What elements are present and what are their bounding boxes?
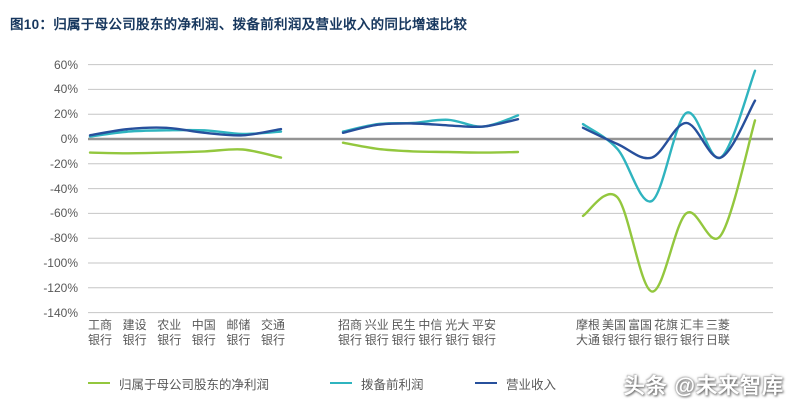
x-axis-label: 花旗 银行	[653, 318, 678, 347]
x-axis-label: 富国 银行	[627, 318, 652, 347]
series-line-net-profit-group-1	[88, 148, 283, 159]
watermark: 头条 @未来智库	[623, 375, 784, 398]
x-axis-label: 民生 银行	[391, 318, 416, 347]
legend-item-ppop: 拨备前利润	[330, 373, 424, 393]
series-line-net-profit-group-3	[581, 119, 757, 293]
series-line-revenue-group-3	[581, 99, 757, 160]
x-axis-label: 三菱 日联	[705, 318, 730, 347]
series-line-revenue-group-1	[88, 126, 283, 137]
x-axis-label: 摩根 大通	[576, 318, 601, 347]
legend-label-revenue: 营业收入	[506, 377, 557, 392]
y-axis-tick-label: 0%	[60, 132, 78, 146]
series-line-ppop-group-3	[581, 69, 757, 203]
x-axis-label: 中信 银行	[418, 318, 443, 347]
series-line-revenue-group-2	[341, 118, 520, 134]
x-axis-label: 交通 银行	[260, 318, 285, 347]
y-axis-tick-label: -80%	[49, 231, 78, 246]
x-axis-label: 中国 银行	[191, 318, 216, 347]
legend-label-ppop: 拨备前利润	[361, 377, 424, 392]
x-axis-label: 光大 银行	[445, 318, 470, 347]
y-axis-tick-label: -60%	[49, 206, 78, 221]
series-line-net-profit-group-2	[341, 141, 520, 154]
y-axis-tick-label: 40%	[53, 82, 78, 97]
legend-swatch-revenue	[475, 381, 497, 385]
y-axis-tick-label: -40%	[49, 181, 78, 196]
x-axis-label: 招商 银行	[338, 318, 363, 347]
legend-item-net-profit: 归属于母公司股东的净利润	[88, 373, 269, 393]
x-axis-group-2: 招商 银行 兴业 银行 民生 银行 中信 银行 光大 银行 平安 银行	[338, 318, 496, 348]
x-axis-group-3: 摩根 大通 美国 银行 富国 银行 花旗 银行 汇丰 银行 三菱 日联	[576, 318, 730, 348]
x-axis-label: 邮储 银行	[226, 318, 251, 347]
y-axis-tick-label: 20%	[53, 107, 78, 122]
legend-label-net-profit: 归属于母公司股东的净利润	[119, 377, 270, 392]
legend-swatch-net-profit	[88, 381, 110, 385]
x-axis-label: 平安 银行	[471, 318, 496, 347]
x-axis-label: 汇丰 银行	[679, 318, 704, 347]
x-axis-label: 美国 银行	[601, 318, 626, 347]
legend-swatch-ppop	[330, 381, 352, 385]
y-axis-tick-label: -100%	[43, 256, 78, 270]
figure-title: 图10：归属于母公司股东的净利润、拨备前利润及营业收入的同比增速比较	[10, 17, 468, 32]
x-axis-group-1: 工商 银行 建设 银行 农业 银行 中国 银行 邮储 银行 交通 银行	[88, 318, 285, 348]
y-axis-tick-label: -140%	[43, 305, 78, 320]
x-axis-label: 农业 银行	[157, 318, 182, 347]
x-axis-label: 兴业 银行	[364, 318, 389, 347]
x-axis-label: 建设 银行	[122, 318, 147, 347]
y-axis-tick-label: -20%	[49, 156, 78, 171]
y-axis-tick-label: -120%	[43, 280, 78, 295]
legend-item-revenue: 营业收入	[475, 373, 556, 393]
y-axis-tick-label: 60%	[53, 57, 78, 72]
x-axis-label: 工商 银行	[88, 318, 113, 347]
legend: 归属于母公司股东的净利润 拨备前利润 营业收入	[0, 373, 788, 393]
